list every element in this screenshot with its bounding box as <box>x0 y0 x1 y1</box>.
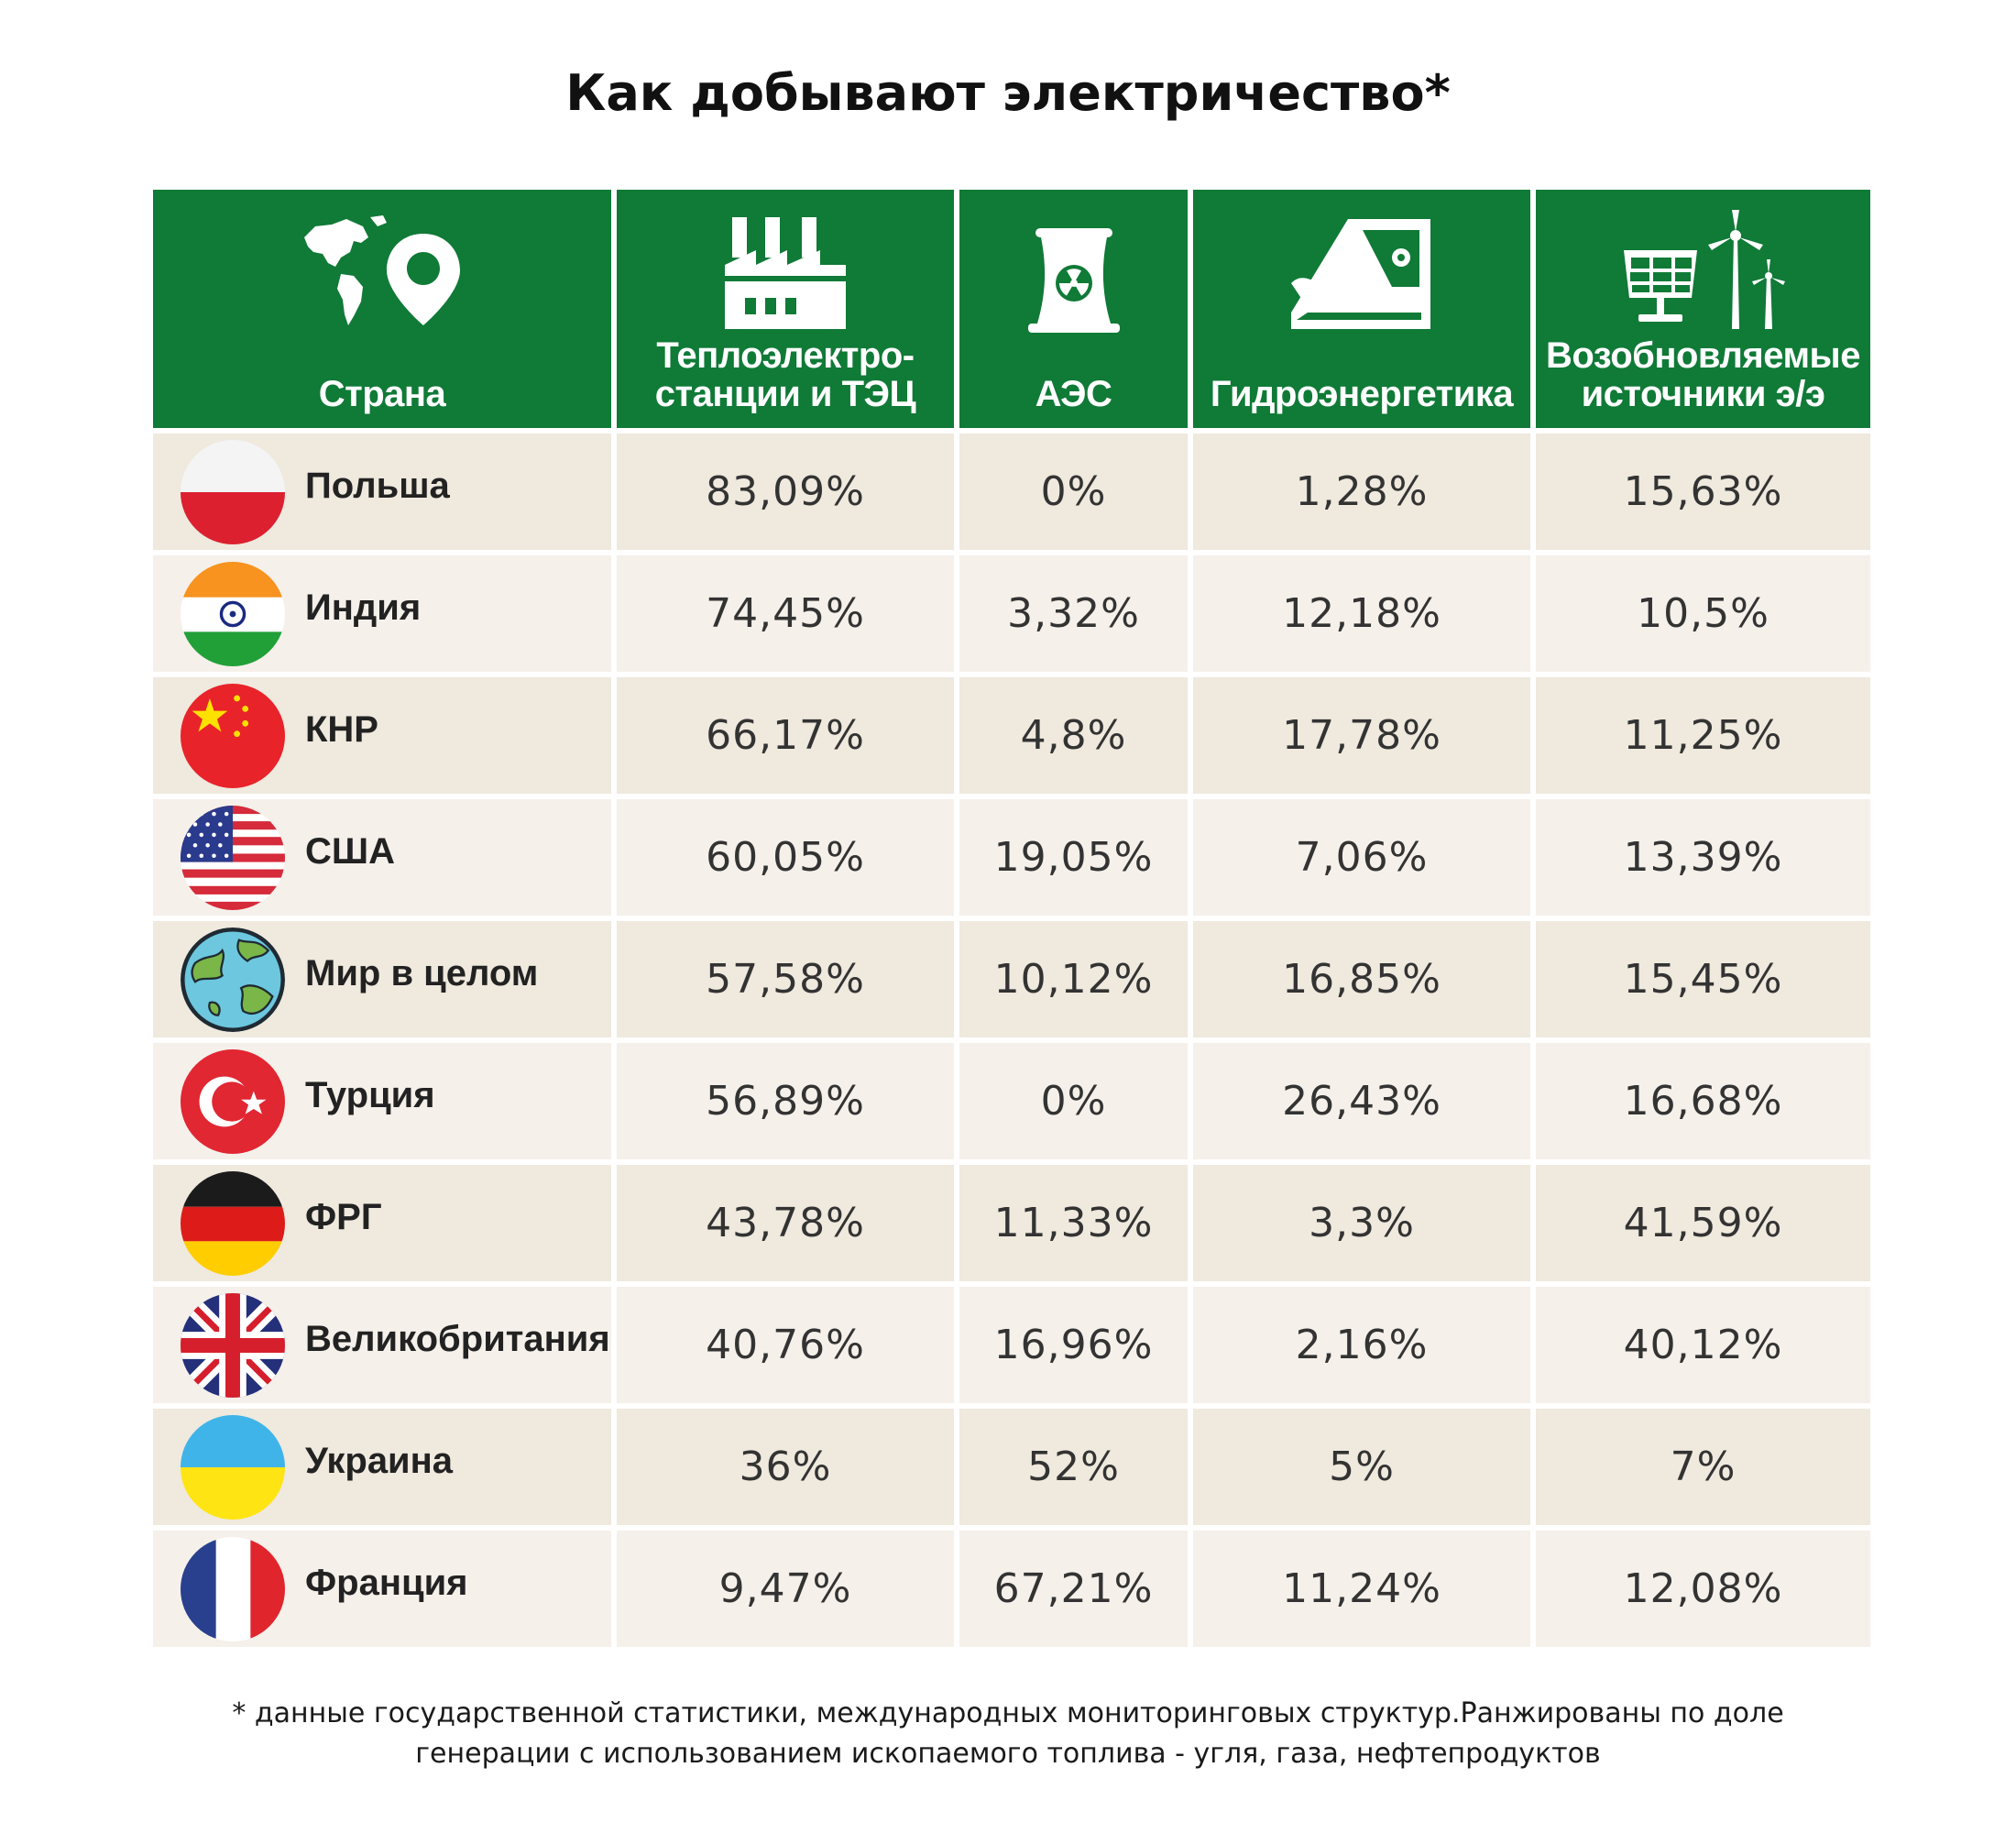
cell-renewable: 10,5% <box>1536 555 1870 672</box>
france-flag-icon <box>181 1536 285 1641</box>
column-header-label: Возобновляемые источники э/э <box>1546 335 1860 414</box>
poland-flag-icon <box>181 439 285 544</box>
table-row-turkey-country: Турция <box>153 1043 611 1159</box>
cell-renewable: 13,39% <box>1536 799 1870 916</box>
column-header-thermal: Теплоэлектро- станции и ТЭЦ <box>617 190 954 428</box>
cell-nuclear: 19,05% <box>959 799 1188 916</box>
cell-renewable: 15,45% <box>1536 921 1870 1037</box>
cell-hydro: 11,24% <box>1193 1531 1530 1647</box>
india-flag-icon <box>181 561 285 666</box>
cell-hydro: 17,78% <box>1193 677 1530 794</box>
country-name: Турция <box>305 1075 435 1115</box>
country-name: Украина <box>305 1441 454 1481</box>
table-row-uk-country: Великобритания <box>153 1287 611 1403</box>
cell-hydro: 26,43% <box>1193 1043 1530 1159</box>
table-row-india-country: Индия <box>153 555 611 672</box>
table-row-china-country: КНР <box>153 677 611 794</box>
cell-nuclear: 67,21% <box>959 1531 1188 1647</box>
page-title: Как добывают электричество* <box>565 64 1451 122</box>
solar-wind-icon <box>1536 210 1870 338</box>
turkey-flag-icon <box>181 1048 285 1154</box>
cell-nuclear: 3,32% <box>959 555 1188 672</box>
table-row-usa-country: США <box>153 799 611 916</box>
cell-hydro: 2,16% <box>1193 1287 1530 1403</box>
nuclear-plant-icon <box>959 210 1188 338</box>
table-row-germany-country: ФРГ <box>153 1165 611 1281</box>
factory-icon <box>617 210 954 338</box>
column-header-label: Страна <box>318 374 446 414</box>
cell-hydro: 12,18% <box>1193 555 1530 672</box>
cell-nuclear: 0% <box>959 434 1188 550</box>
cell-renewable: 41,59% <box>1536 1165 1870 1281</box>
cell-nuclear: 10,12% <box>959 921 1188 1037</box>
earth-globe-icon <box>181 927 285 1032</box>
cell-thermal: 74,45% <box>617 555 954 672</box>
cell-renewable: 16,68% <box>1536 1043 1870 1159</box>
cell-thermal: 36% <box>617 1409 954 1525</box>
electricity-table: Страна Теплоэлектро- станции и ТЭЦ <box>153 190 1870 1647</box>
cell-thermal: 40,76% <box>617 1287 954 1403</box>
cell-hydro: 5% <box>1193 1409 1530 1525</box>
cell-nuclear: 16,96% <box>959 1287 1188 1403</box>
column-header-label: АЭС <box>1035 374 1112 414</box>
column-header-nuclear: АЭС <box>959 190 1188 428</box>
cell-thermal: 43,78% <box>617 1165 954 1281</box>
cell-hydro: 7,06% <box>1193 799 1530 916</box>
table-row-world-country: Мир в целом <box>153 921 611 1037</box>
cell-thermal: 56,89% <box>617 1043 954 1159</box>
cell-nuclear: 0% <box>959 1043 1188 1159</box>
china-flag-icon <box>181 683 285 788</box>
cell-thermal: 9,47% <box>617 1531 954 1647</box>
country-name: Польша <box>305 466 450 506</box>
footnote: * данные государственной статистики, меж… <box>137 1694 1879 1774</box>
cell-thermal: 60,05% <box>617 799 954 916</box>
country-name: США <box>305 831 395 872</box>
column-header-hydro: Гидроэнергетика <box>1193 190 1530 428</box>
column-header-country: Страна <box>153 190 611 428</box>
country-name: ФРГ <box>305 1197 382 1237</box>
cell-nuclear: 11,33% <box>959 1165 1188 1281</box>
footnote-line: * данные государственной статистики, меж… <box>232 1697 1784 1729</box>
cell-nuclear: 52% <box>959 1409 1188 1525</box>
cell-renewable: 11,25% <box>1536 677 1870 794</box>
germany-flag-icon <box>181 1170 285 1276</box>
cell-hydro: 1,28% <box>1193 434 1530 550</box>
cell-renewable: 15,63% <box>1536 434 1870 550</box>
column-header-renewable: Возобновляемые источники э/э <box>1536 190 1870 428</box>
column-header-label: Гидроэнергетика <box>1210 374 1514 414</box>
country-name: Франция <box>305 1563 468 1603</box>
country-name: Великобритания <box>305 1319 610 1359</box>
cell-nuclear: 4,8% <box>959 677 1188 794</box>
country-name: КНР <box>305 709 378 750</box>
cell-thermal: 57,58% <box>617 921 954 1037</box>
cell-thermal: 66,17% <box>617 677 954 794</box>
cell-hydro: 16,85% <box>1193 921 1530 1037</box>
cell-thermal: 83,09% <box>617 434 954 550</box>
country-name: Индия <box>305 587 422 628</box>
cell-hydro: 3,3% <box>1193 1165 1530 1281</box>
cell-renewable: 40,12% <box>1536 1287 1870 1403</box>
cell-renewable: 12,08% <box>1536 1531 1870 1647</box>
table-row-france-country: Франция <box>153 1531 611 1647</box>
usa-flag-icon <box>181 805 285 910</box>
ukraine-flag-icon <box>181 1414 285 1520</box>
column-header-label: Теплоэлектро- станции и ТЭЦ <box>654 335 916 414</box>
table-row-poland-country: Польша <box>153 434 611 550</box>
uk-flag-icon <box>181 1292 285 1398</box>
country-name: Мир в целом <box>305 953 539 993</box>
table-row-ukraine-country: Украина <box>153 1409 611 1525</box>
cell-renewable: 7% <box>1536 1409 1870 1525</box>
footnote-line: генерации с использованием ископаемого т… <box>415 1738 1601 1770</box>
globe-location-pin-icon <box>153 210 611 338</box>
hydro-dam-icon <box>1193 210 1530 338</box>
